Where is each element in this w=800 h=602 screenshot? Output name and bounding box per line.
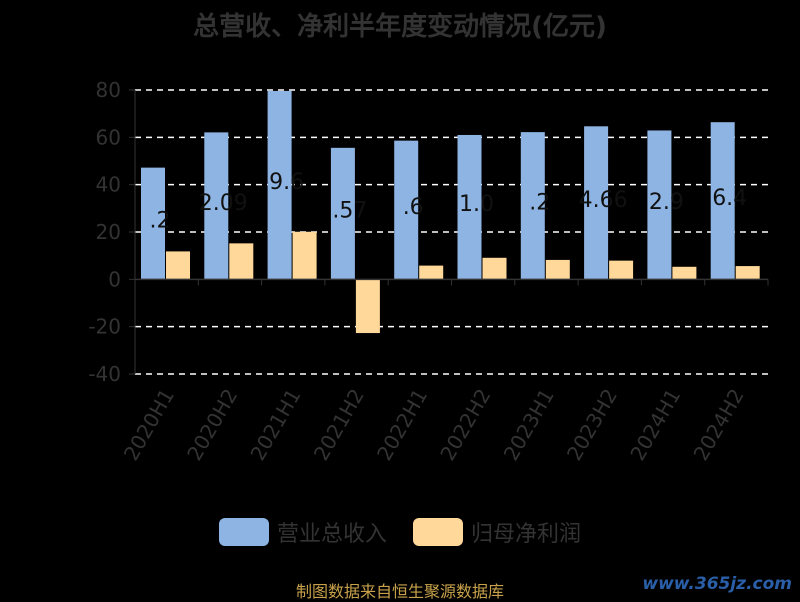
bar-net-profit-2024H2 [735,266,760,280]
bar-net-profit-2020H2 [229,243,254,280]
data-label-2023H2: 4.66 [579,188,628,213]
bar-revenue-2020H1 [141,167,165,280]
x-tick-label-2024H2: 2024H2 [689,385,749,465]
bar-net-profit-2022H2 [482,257,507,280]
bar-revenue-2023H1 [520,132,545,280]
legend-swatch-net-profit [413,518,463,546]
bars [141,90,760,334]
data-label-2022H1: .6 [403,195,424,220]
data-label-2021H2: .57 [332,199,367,224]
chart-title: 总营收、净利半年度变动情况(亿元) [193,12,607,42]
bar-revenue-2021H1 [267,90,292,280]
bar-revenue-2023H2 [584,126,609,280]
x-tick-label-2020H1: 2020H1 [119,385,179,465]
data-source-note: 制图数据来自恒生聚源数据库 [295,582,504,601]
legend-item-net-profit[interactable]: 归母净利润 [413,516,581,548]
bar-revenue-2022H1 [394,140,419,280]
bar-revenue-2021H2 [330,147,355,280]
bar-revenue-2024H2 [710,122,735,280]
x-tick-label-2020H2: 2020H2 [182,385,242,465]
x-tick-label-2023H2: 2023H2 [562,385,622,465]
legend-item-revenue[interactable]: 营业总收入 [218,516,387,548]
y-tick-label-40: 40 [96,173,121,197]
data-label-2024H2: 6.4 [712,186,747,211]
bar-net-profit-2023H1 [545,259,570,280]
y-tick-label--20: -20 [88,315,121,339]
y-tick-label-60: 60 [96,125,121,149]
legend: 营业总收入 归母净利润 [0,516,800,548]
y-tick-label--40: -40 [88,362,121,386]
data-label-2020H1: .2 [150,208,171,233]
watermark: www.365jz.com [642,574,792,594]
bar-net-profit-2022H1 [419,265,444,280]
bar-net-profit-2024H1 [672,266,697,280]
x-tick-label-2024H1: 2024H1 [625,385,685,465]
x-tick-label-2023H1: 2023H1 [499,385,559,465]
labels: .2 2.09 9.6 .57 .6 1.0 .2 4.66 2.9 6.4 [150,170,748,233]
bar-net-profit-2021H1 [292,231,317,280]
data-label-2024H1: 2.9 [649,190,684,215]
bar-net-profit-2020H1 [166,251,190,280]
bar-net-profit-2023H2 [609,260,634,280]
bar-revenue-2022H2 [457,134,482,280]
grid-lines [135,89,768,375]
bar-net-profit-2021H2 [355,279,380,334]
x-tick-label-2022H1: 2022H1 [372,385,432,465]
data-label-2021H1: 9.6 [269,170,304,195]
y-tick-label-80: 80 [96,78,121,102]
data-label-2023H1: .2 [529,191,550,216]
x-tick-label-2021H2: 2021H2 [309,385,369,465]
y-tick-label-0: 0 [108,267,121,291]
legend-label-net-profit: 归母净利润 [471,522,582,547]
legend-swatch-revenue [218,518,269,546]
x-tick-label-2022H2: 2022H2 [435,385,495,465]
legend-label-revenue: 营业总收入 [276,522,387,547]
bar-revenue-2020H2 [204,132,229,280]
x-tick-label-2021H1: 2021H1 [245,385,305,465]
bar-revenue-2024H1 [647,130,672,280]
data-label-2022H2: 1.0 [459,192,494,217]
y-tick-label-20: 20 [96,220,121,244]
data-label-2020H2: 2.09 [199,191,248,216]
